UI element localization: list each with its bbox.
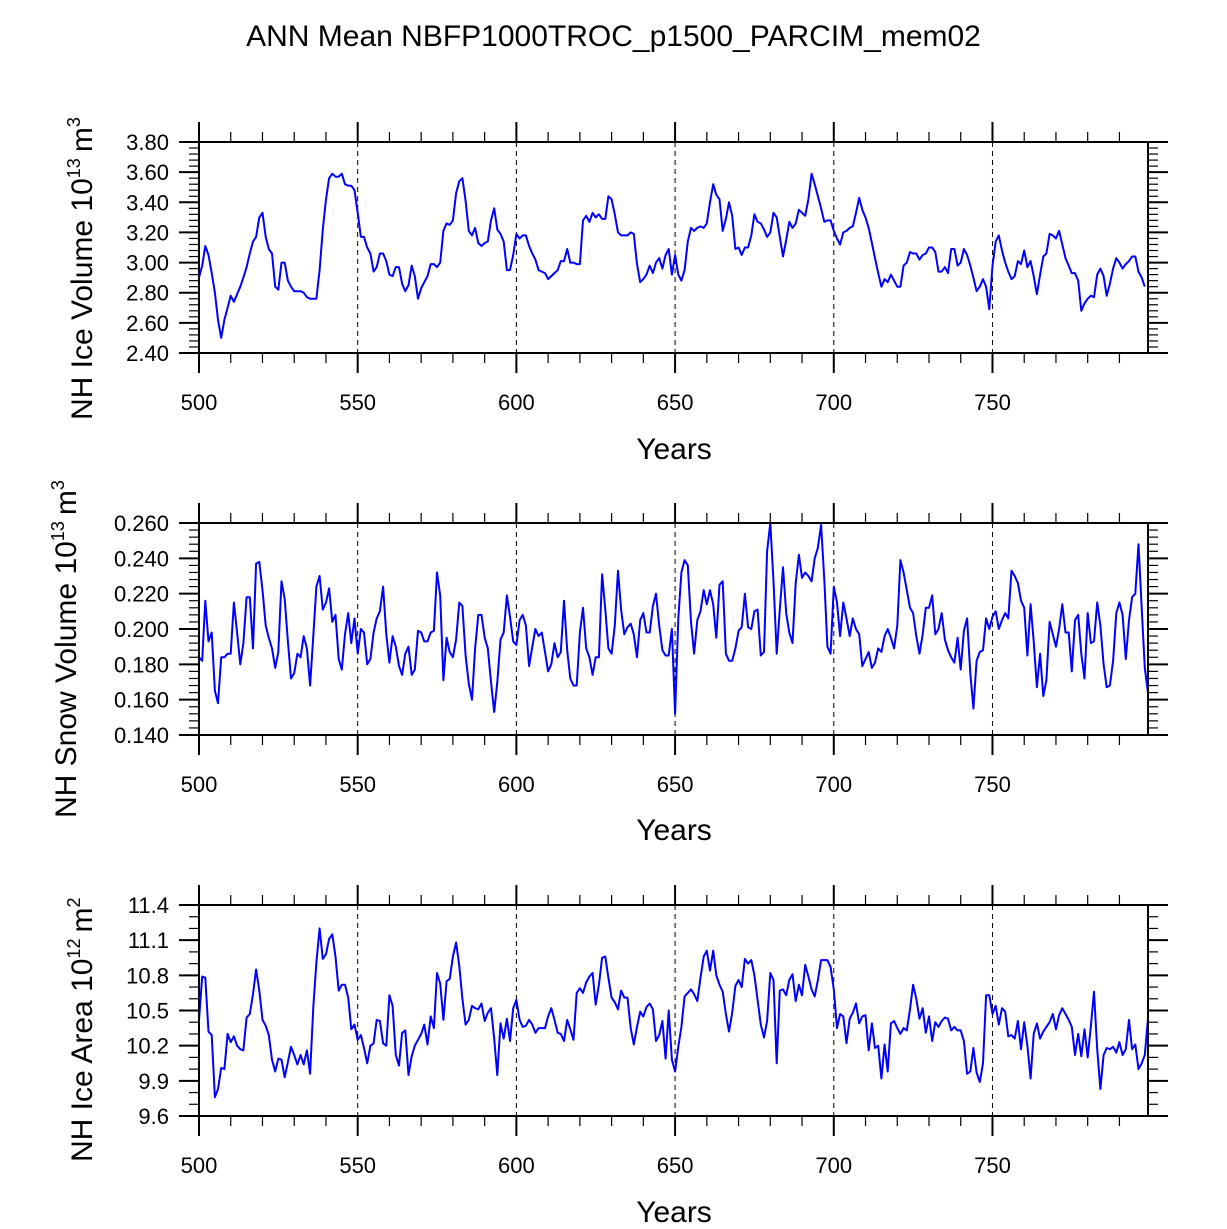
- y-axis-title-exponent: 13: [48, 521, 68, 541]
- y-tick-label: 3.20: [126, 220, 169, 245]
- data-line: [198, 172, 1146, 339]
- data-line: [198, 522, 1149, 715]
- data-line: [198, 927, 1149, 1099]
- panel-ice-area: NH Ice Area 1012 m2 Years 500 550 600 650 700…: [64, 885, 1168, 1229]
- y-tick-label: 3.40: [126, 190, 169, 215]
- x-tick-label: 550: [339, 1153, 376, 1178]
- y-tick-label: 10.5: [126, 999, 169, 1024]
- plot-frame: [198, 904, 1149, 1117]
- x-tick-label: 650: [657, 390, 694, 415]
- y-tick-label: 0.260: [114, 511, 169, 536]
- x-tick-label: 500: [181, 390, 218, 415]
- y-tick-label: 2.40: [126, 341, 169, 366]
- x-tick-label: 650: [657, 772, 694, 797]
- y-tick-label: 2.60: [126, 311, 169, 336]
- x-tick-label: 600: [498, 1153, 535, 1178]
- x-tick-label: 550: [339, 390, 376, 415]
- y-tick-label: 10.8: [126, 963, 169, 988]
- y-axis-title: NH Ice Area 1012 m2: [64, 898, 99, 1162]
- y-tick-label: 3.80: [126, 130, 169, 155]
- y-axis-title-unit: m: [50, 490, 83, 515]
- x-tick-label: 650: [657, 1153, 694, 1178]
- x-tick-label: 750: [974, 772, 1011, 797]
- y-tick-label: 0.220: [114, 582, 169, 607]
- y-tick-label: 0.180: [114, 652, 169, 677]
- y-axis-title-text: NH Snow Volume 10: [50, 541, 83, 818]
- x-axis-title: Years: [636, 1196, 712, 1229]
- y-axis-title-unit-exponent: 3: [64, 117, 84, 127]
- x-tick-label: 600: [498, 772, 535, 797]
- y-axis-title-text: NH Ice Area 10: [66, 959, 99, 1162]
- y-tick-label: 11.1: [128, 928, 169, 953]
- y-axis-title: NH Ice Volume 1013 m3: [64, 117, 99, 420]
- y-tick-label: 3.00: [126, 251, 169, 276]
- x-tick-label: 700: [815, 390, 852, 415]
- x-tick-label: 750: [974, 1153, 1011, 1178]
- y-tick-label: 9.9: [138, 1069, 169, 1094]
- x-tick-label: 500: [181, 772, 218, 797]
- y-tick-label: 9.6: [138, 1104, 169, 1129]
- x-axis-title: Years: [636, 433, 712, 466]
- y-axis-title-exponent: 12: [64, 939, 84, 959]
- x-tick-label: 700: [815, 1153, 852, 1178]
- chart-title: ANN Mean NBFP1000TROC_p1500_PARCIM_mem02: [246, 20, 981, 53]
- plot-frame: [198, 522, 1149, 736]
- y-tick-label: 0.240: [114, 546, 169, 571]
- plot-frame: [198, 141, 1149, 354]
- y-tick-label: 10.2: [126, 1034, 169, 1059]
- y-tick-label: 2.80: [126, 281, 169, 306]
- x-tick-label: 600: [498, 390, 535, 415]
- y-tick-label: 11.4: [128, 893, 169, 918]
- x-axis-title: Years: [636, 814, 712, 847]
- panel-snow-volume: NH Snow Volume 1013 m3 Years 500 550 600 650…: [48, 480, 1168, 847]
- y-axis-title-unit-exponent: 2: [64, 898, 84, 908]
- y-axis-title-unit: m: [66, 127, 99, 152]
- y-tick-label: 0.200: [114, 617, 169, 642]
- y-axis-title-unit: m: [66, 908, 99, 933]
- x-tick-label: 750: [974, 390, 1011, 415]
- y-axis-title-unit-exponent: 3: [48, 480, 68, 490]
- y-tick-label: 3.60: [126, 160, 169, 185]
- panel-ice-volume: NH Ice Volume 1013 m3 Years 500 550 600 650 7…: [64, 117, 1168, 466]
- x-tick-label: 700: [815, 772, 852, 797]
- x-tick-label: 550: [339, 772, 376, 797]
- x-tick-label: 500: [181, 1153, 218, 1178]
- y-axis-title-text: NH Ice Volume 10: [66, 178, 99, 420]
- y-tick-label: 0.160: [114, 688, 169, 713]
- y-axis-title: NH Snow Volume 1013 m3: [48, 480, 83, 818]
- y-tick-label: 0.140: [114, 723, 169, 748]
- y-axis-title-exponent: 13: [64, 158, 84, 178]
